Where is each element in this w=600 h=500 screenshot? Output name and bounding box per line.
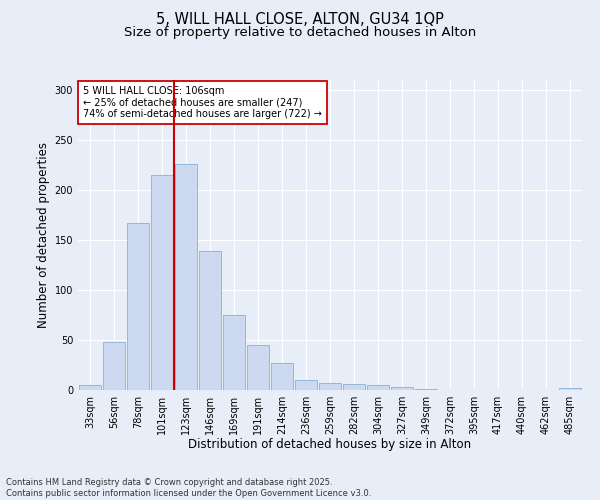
Bar [151,175,173,390]
Bar [343,384,365,390]
Bar [223,315,245,390]
Bar [391,387,413,390]
Text: Contains HM Land Registry data © Crown copyright and database right 2025.
Contai: Contains HM Land Registry data © Crown c… [6,478,371,498]
Text: 5 WILL HALL CLOSE: 106sqm
← 25% of detached houses are smaller (247)
74% of semi: 5 WILL HALL CLOSE: 106sqm ← 25% of detac… [83,86,322,120]
Bar [127,223,149,390]
Y-axis label: Number of detached properties: Number of detached properties [37,142,50,328]
Bar [175,164,197,390]
Bar [295,380,317,390]
Bar [367,385,389,390]
X-axis label: Distribution of detached houses by size in Alton: Distribution of detached houses by size … [188,438,472,452]
Bar [271,363,293,390]
Text: 5, WILL HALL CLOSE, ALTON, GU34 1QP: 5, WILL HALL CLOSE, ALTON, GU34 1QP [156,12,444,28]
Bar [103,342,125,390]
Bar [559,388,581,390]
Bar [247,345,269,390]
Bar [415,389,437,390]
Text: Size of property relative to detached houses in Alton: Size of property relative to detached ho… [124,26,476,39]
Bar [199,251,221,390]
Bar [79,385,101,390]
Bar [319,383,341,390]
